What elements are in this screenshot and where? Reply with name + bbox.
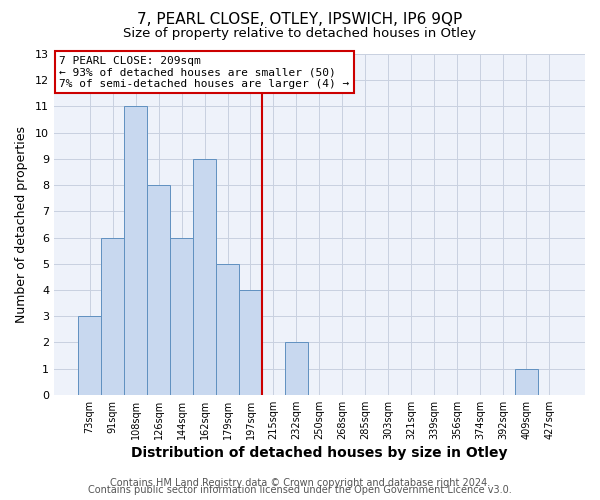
X-axis label: Distribution of detached houses by size in Otley: Distribution of detached houses by size …: [131, 446, 508, 460]
Bar: [285, 342, 308, 395]
Text: Contains public sector information licensed under the Open Government Licence v3: Contains public sector information licen…: [88, 485, 512, 495]
Bar: [78, 316, 101, 395]
Bar: [193, 159, 216, 395]
Bar: [216, 264, 239, 395]
Bar: [170, 238, 193, 395]
Y-axis label: Number of detached properties: Number of detached properties: [15, 126, 28, 323]
Text: 7 PEARL CLOSE: 209sqm
← 93% of detached houses are smaller (50)
7% of semi-detac: 7 PEARL CLOSE: 209sqm ← 93% of detached …: [59, 56, 349, 89]
Bar: [515, 368, 538, 395]
Text: 7, PEARL CLOSE, OTLEY, IPSWICH, IP6 9QP: 7, PEARL CLOSE, OTLEY, IPSWICH, IP6 9QP: [137, 12, 463, 28]
Bar: [124, 106, 147, 395]
Bar: [101, 238, 124, 395]
Bar: [147, 185, 170, 395]
Bar: [239, 290, 262, 395]
Text: Size of property relative to detached houses in Otley: Size of property relative to detached ho…: [124, 28, 476, 40]
Text: Contains HM Land Registry data © Crown copyright and database right 2024.: Contains HM Land Registry data © Crown c…: [110, 478, 490, 488]
